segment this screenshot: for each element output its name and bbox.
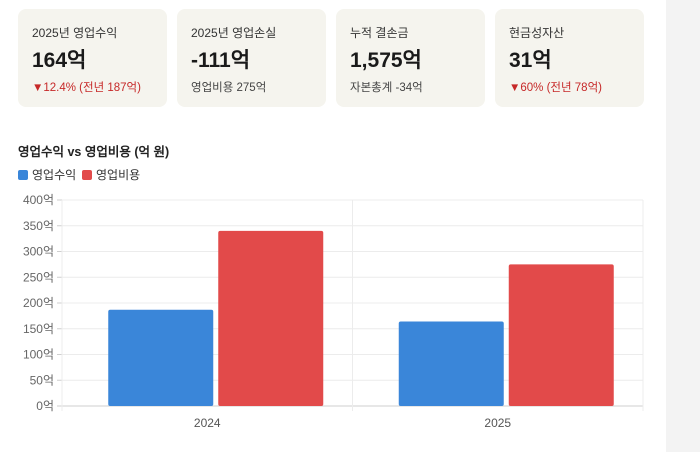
right-side-panel (666, 0, 700, 452)
kpi-card-value: -111억 (191, 49, 251, 72)
bar-expense-2025 (508, 264, 614, 406)
bar-revenue-2024 (108, 309, 214, 406)
y-tick-label: 250억 (23, 270, 54, 284)
y-tick-label: 200억 (23, 296, 54, 310)
y-tick-label: 150억 (23, 322, 54, 336)
y-tick-label: 50억 (30, 373, 54, 387)
kpi-card-subtext: ▼60% (전년 78억) (509, 82, 602, 94)
kpi-card-operating-loss: 2025년 영업손실 -111억 영업비용 275억 (177, 9, 326, 107)
legend-swatch-expense (82, 170, 92, 180)
legend-swatch-revenue (18, 170, 28, 180)
y-tick-label: 0억 (36, 399, 54, 413)
legend-item-expense[interactable]: 영업비용 (82, 168, 140, 182)
x-tick-label: 2024 (194, 416, 221, 430)
kpi-card-value: 1,575억 (350, 49, 422, 72)
bar-chart: 0억 50억 100억 150억 200억 250억 300억 350억 400억 2024 202… (23, 193, 644, 430)
kpi-card-subtext: 영업비용 275억 (191, 82, 267, 94)
chart-title: 영업수익 vs 영업비용 (억 원) (18, 145, 170, 159)
kpi-card-value: 31억 (509, 49, 552, 72)
y-tick-label: 300억 (23, 245, 54, 259)
legend-label: 영업수익 (32, 168, 77, 182)
legend-item-revenue[interactable]: 영업수익 (18, 168, 76, 182)
kpi-card-label: 2025년 영업수익 (32, 26, 118, 40)
kpi-card-accumulated-deficit: 누적 결손금 1,575억 자본총계 -34억 (336, 9, 485, 107)
kpi-card-subtext: 자본총계 -34억 (350, 82, 423, 94)
y-tick-label: 100억 (23, 348, 54, 362)
y-tick-label: 350억 (23, 219, 54, 233)
kpi-card-label: 2025년 영업손실 (191, 26, 277, 40)
x-tick-label: 2025 (484, 416, 511, 430)
y-tick-label: 400억 (23, 193, 54, 207)
kpi-card-label: 누적 결손금 (350, 26, 409, 40)
kpi-card-subtext: ▼12.4% (전년 187억) (32, 82, 141, 94)
kpi-card-revenue: 2025년 영업수익 164억 ▼12.4% (전년 187억) (18, 9, 167, 107)
kpi-card-label: 현금성자산 (509, 26, 565, 40)
kpi-card-value: 164억 (32, 49, 87, 72)
bar-revenue-2025 (398, 321, 504, 406)
legend-label: 영업비용 (96, 168, 141, 182)
bar-expense-2024 (218, 230, 324, 406)
kpi-card-row: 2025년 영업수익 164억 ▼12.4% (전년 187억) 2025년 영… (18, 9, 644, 107)
kpi-card-cash: 현금성자산 31억 ▼60% (전년 78억) (495, 9, 644, 107)
